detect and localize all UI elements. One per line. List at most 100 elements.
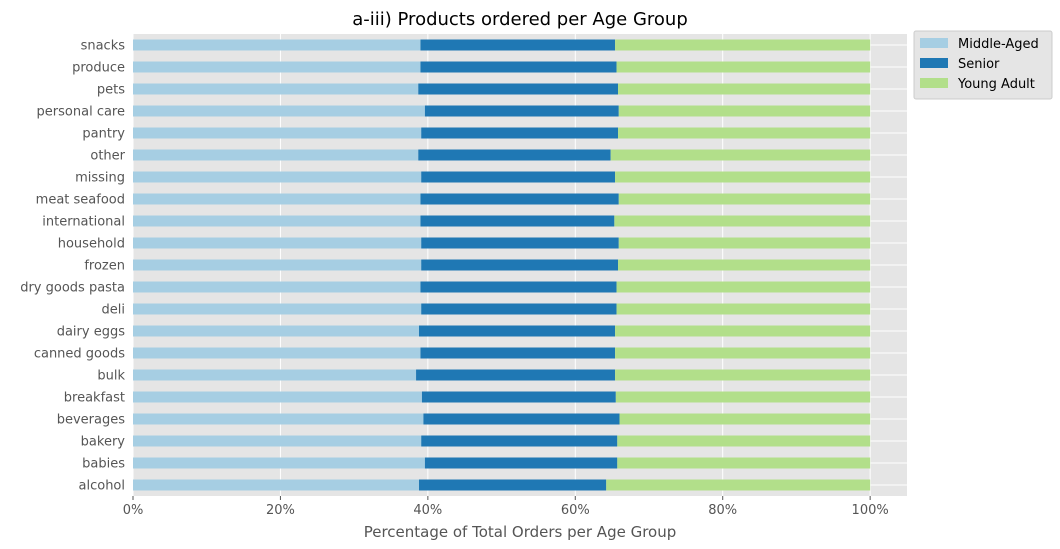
bar-young-adult (619, 413, 871, 425)
bar-middle-aged (133, 127, 422, 139)
legend-label-young-adult: Young Adult (957, 77, 1035, 92)
legend: Middle-Aged Senior Young Adult (913, 30, 1053, 100)
bar-young-adult (614, 215, 871, 227)
bar-middle-aged (133, 149, 419, 161)
bar-young-adult (615, 325, 871, 337)
bar-senior (421, 171, 616, 183)
bar-senior (419, 325, 616, 337)
bar-young-adult (618, 127, 871, 139)
y-tick-label: international (42, 215, 125, 230)
y-tick-label: deli (102, 303, 125, 318)
bar-senior (420, 39, 616, 51)
legend-box (913, 30, 1053, 100)
bar-senior (423, 413, 620, 425)
bar-middle-aged (133, 303, 422, 315)
bars (133, 39, 871, 491)
bar-middle-aged (133, 215, 421, 227)
y-tick-label: alcohol (79, 479, 125, 494)
y-tick-label: bulk (97, 369, 125, 384)
bar-senior (424, 105, 619, 117)
bar-young-adult (616, 61, 871, 73)
bar-middle-aged (133, 61, 421, 73)
x-axis-label: Percentage of Total Orders per Age Group (364, 523, 677, 541)
bar-senior (421, 303, 617, 315)
bar-middle-aged (133, 171, 422, 183)
y-tick-label: pantry (82, 127, 125, 142)
bar-senior (421, 391, 616, 403)
chart-title: a-iii) Products ordered per Age Group (352, 9, 688, 30)
bar-young-adult (617, 435, 871, 447)
bar-young-adult (615, 347, 871, 359)
y-tick-label: babies (82, 457, 125, 472)
bar-young-adult (615, 391, 871, 403)
x-tick-label: 60% (561, 503, 590, 518)
bar-middle-aged (133, 237, 422, 249)
y-tick-label: pets (97, 83, 125, 98)
bar-young-adult (616, 281, 871, 293)
y-tick-label: bakery (81, 435, 126, 450)
bar-senior (420, 347, 616, 359)
bar-middle-aged (133, 413, 424, 425)
bar-young-adult (617, 457, 871, 469)
bar-middle-aged (133, 281, 421, 293)
bar-senior (419, 479, 607, 491)
bar-young-adult (615, 369, 871, 381)
bar-middle-aged (133, 479, 420, 491)
bar-senior (420, 193, 619, 205)
bar-young-adult (615, 171, 871, 183)
bar-young-adult (618, 83, 871, 95)
bar-senior (424, 457, 618, 469)
bar-middle-aged (133, 347, 421, 359)
x-tick-labels: 0% 20% 40% 60% 80% 100% (123, 496, 889, 518)
bar-middle-aged (133, 369, 417, 381)
bar-senior (420, 281, 617, 293)
legend-swatch-young-adult (920, 78, 948, 88)
y-tick-label: other (90, 149, 125, 164)
bar-young-adult (618, 237, 871, 249)
bar-young-adult (606, 479, 871, 491)
y-tick-label: missing (75, 171, 125, 186)
bar-senior (418, 83, 619, 95)
bar-middle-aged (133, 83, 419, 95)
y-tick-label: household (58, 237, 125, 252)
x-tick-label: 40% (413, 503, 442, 518)
y-tick-label: meat seafood (36, 193, 125, 208)
bar-senior (421, 127, 619, 139)
bar-middle-aged (133, 105, 425, 117)
bar-senior (420, 61, 617, 73)
y-tick-label: personal care (37, 105, 125, 120)
bar-middle-aged (133, 193, 421, 205)
legend-label-senior: Senior (958, 57, 1000, 72)
bar-young-adult (615, 39, 871, 51)
y-tick-label: breakfast (64, 391, 125, 406)
x-tick-label: 20% (266, 503, 295, 518)
bar-senior (421, 259, 619, 271)
bar-middle-aged (133, 325, 420, 337)
y-tick-label: frozen (84, 259, 125, 274)
bar-middle-aged (133, 457, 425, 469)
bar-middle-aged (133, 259, 422, 271)
x-tick-label: 100% (852, 503, 889, 518)
x-tick-label: 0% (123, 503, 144, 518)
bar-senior (421, 237, 619, 249)
y-tick-label: beverages (57, 413, 126, 428)
bar-middle-aged (133, 391, 422, 403)
bar-senior (420, 215, 615, 227)
x-tick-label: 80% (708, 503, 737, 518)
bar-middle-aged (133, 39, 421, 51)
legend-swatch-middle-aged (920, 38, 948, 48)
bar-senior (416, 369, 616, 381)
y-tick-label: produce (72, 61, 125, 76)
bar-young-adult (618, 105, 871, 117)
y-tick-label: dry goods pasta (20, 281, 125, 296)
bar-middle-aged (133, 435, 422, 447)
y-tick-label: canned goods (34, 347, 125, 362)
bar-senior (421, 435, 618, 447)
bar-young-adult (618, 193, 871, 205)
y-tick-label: dairy eggs (57, 325, 126, 340)
bar-young-adult (616, 303, 871, 315)
y-tick-labels: alcohol babies bakery beverages breakfast bul… (20, 39, 125, 494)
legend-label-middle-aged: Middle-Aged (958, 37, 1039, 52)
bar-young-adult (618, 259, 871, 271)
